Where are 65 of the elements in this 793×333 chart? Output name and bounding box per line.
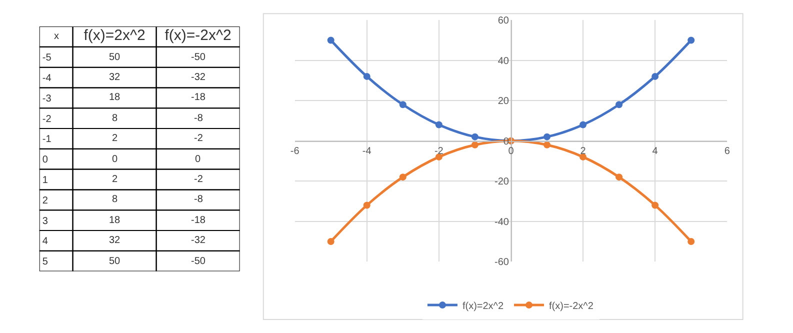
y-tick-label: 3 xyxy=(42,216,48,227)
point xyxy=(399,174,406,181)
data-label: 18 xyxy=(109,92,121,103)
y-tick-label: -5 xyxy=(42,52,52,64)
data-label: -8 xyxy=(194,194,204,205)
y-tick-label: 60 xyxy=(498,16,510,27)
point xyxy=(435,121,442,128)
point xyxy=(688,238,695,245)
x-tick-label: 4 xyxy=(652,146,658,157)
y-axis-title: x xyxy=(54,31,59,42)
point xyxy=(616,174,623,181)
data-label: 32 xyxy=(109,72,121,83)
x-tick-label: -4 xyxy=(362,146,372,157)
point xyxy=(471,133,478,140)
point xyxy=(327,238,334,245)
legend-label: f(x)=2x^2 xyxy=(462,300,504,312)
data-label: -8 xyxy=(194,113,204,124)
y-tick-label: -60 xyxy=(494,257,510,268)
y-tick-label: -40 xyxy=(494,216,510,228)
data-label: 8 xyxy=(112,194,118,205)
y-tick-label: 1 xyxy=(42,174,48,186)
point xyxy=(652,72,659,80)
y-tick-label: 5 xyxy=(42,256,48,268)
data-label: 32 xyxy=(109,235,121,246)
point xyxy=(580,121,587,128)
point xyxy=(616,101,623,108)
y-tick-label: 4 xyxy=(42,236,48,248)
data-label: -2 xyxy=(194,133,204,144)
data-label: 50 xyxy=(109,256,121,267)
point xyxy=(652,202,659,209)
data-label: 2 xyxy=(112,174,118,185)
point xyxy=(399,101,406,108)
data-label: 8 xyxy=(112,113,118,124)
y-tick-label: -4 xyxy=(42,73,52,84)
data-label: -2 xyxy=(194,174,204,185)
data-label: -32 xyxy=(191,235,206,246)
data-label: -18 xyxy=(191,92,206,103)
x-tick-label: -2 xyxy=(434,146,444,157)
x-tick-label: -6 xyxy=(290,146,300,157)
y-tick-label: 20 xyxy=(498,96,510,108)
x-tick-label: 6 xyxy=(724,146,730,157)
y-tick-label: -1 xyxy=(42,134,52,146)
point xyxy=(327,36,334,44)
data-label: 0 xyxy=(112,154,118,165)
data-label: -18 xyxy=(191,215,206,226)
y-tick-label: -3 xyxy=(42,93,52,104)
data-label: -50 xyxy=(191,256,206,267)
point xyxy=(688,36,695,44)
y-tick-label: -2 xyxy=(42,114,52,125)
legend-label: f(x)=-2x^2 xyxy=(549,300,594,312)
point xyxy=(544,133,550,140)
point xyxy=(363,202,370,209)
y-tick-label: -20 xyxy=(494,176,510,188)
data-label: -50 xyxy=(191,52,206,63)
data-label: 18 xyxy=(109,215,121,226)
point xyxy=(544,141,550,148)
point xyxy=(471,141,478,148)
data-label: 50 xyxy=(109,52,121,63)
data-label: 2 xyxy=(112,133,118,144)
y-tick-label: 0 xyxy=(42,154,48,166)
data-label: -32 xyxy=(191,72,206,83)
y-tick-label: 2 xyxy=(42,195,48,206)
data-label: 0 xyxy=(195,154,201,165)
point xyxy=(363,72,370,80)
y-tick-label: 40 xyxy=(498,56,510,67)
